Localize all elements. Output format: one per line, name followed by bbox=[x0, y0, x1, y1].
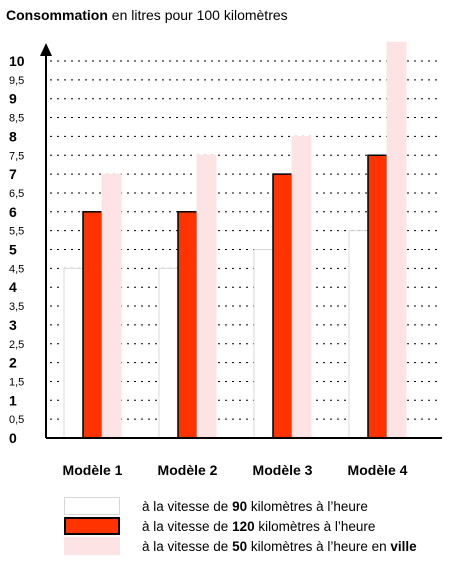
y-tick-label: 2 bbox=[9, 355, 17, 371]
y-tick-label: 8,5 bbox=[9, 113, 24, 125]
bar bbox=[101, 173, 122, 439]
legend-label-50: à la vitesse de 50 kilomètres à l’heure … bbox=[142, 539, 417, 554]
y-tick-label: 6 bbox=[9, 204, 17, 220]
x-category-label: Modèle 2 bbox=[158, 462, 218, 478]
bar bbox=[367, 154, 388, 439]
y-tick-label: 4 bbox=[9, 279, 17, 295]
y-tick-label: 8 bbox=[9, 128, 17, 144]
legend-item-90: à la vitesse de 90 kilomètres à l’heure bbox=[64, 497, 464, 515]
legend-label-120: à la vitesse de 120 kilomètres à l’heure bbox=[142, 519, 376, 534]
x-category-label: Modèle 1 bbox=[63, 462, 123, 478]
y-axis-arrow-icon bbox=[40, 43, 52, 56]
y-tick-label: 7 bbox=[9, 166, 17, 182]
bar bbox=[291, 135, 312, 439]
legend-swatch-90 bbox=[64, 497, 120, 515]
y-tick-label: 7,5 bbox=[9, 150, 24, 162]
legend-label-90: à la vitesse de 90 kilomètres à l’heure bbox=[142, 499, 368, 514]
x-category-label: Modèle 4 bbox=[348, 462, 408, 478]
chart-title-rest: en litres pour 100 kilomètres bbox=[107, 7, 288, 23]
y-tick-label: 1,5 bbox=[9, 376, 24, 388]
bar bbox=[158, 267, 179, 439]
bar-chart: 0 0,5 1 1,5 2 2,5 3 3,5 4 4,5 5 5,5 6 6,5 7 7,5 8 8,5 9 9,5… bbox=[9, 41, 442, 478]
chart-title-bold: Consommation bbox=[6, 7, 108, 23]
y-tick-label: 5,5 bbox=[9, 226, 24, 238]
bar bbox=[348, 230, 369, 439]
bar bbox=[63, 267, 84, 439]
y-tick-label: 2,5 bbox=[9, 339, 24, 351]
y-tick-label: 1 bbox=[9, 392, 17, 408]
y-tick-label: 5 bbox=[9, 242, 17, 258]
legend-swatch-120 bbox=[64, 517, 120, 535]
chart-title: Consommation en litres pour 100 kilomètr… bbox=[6, 7, 288, 23]
bar bbox=[253, 249, 274, 439]
y-tick-label: 10 bbox=[9, 53, 25, 69]
y-tick-label: 9 bbox=[9, 91, 17, 107]
y-tick-label: 0 bbox=[9, 430, 17, 446]
x-category-label: Modèle 3 bbox=[253, 462, 313, 478]
bar bbox=[177, 211, 198, 439]
y-tick-label: 6,5 bbox=[9, 188, 24, 200]
y-tick-label: 3,5 bbox=[9, 301, 24, 313]
bar bbox=[272, 173, 293, 439]
bar bbox=[196, 154, 217, 439]
legend-swatch-50 bbox=[64, 537, 120, 555]
y-tick-label: 4,5 bbox=[9, 263, 24, 275]
legend-item-120: à la vitesse de 120 kilomètres à l’heure bbox=[64, 517, 464, 535]
bar bbox=[386, 41, 407, 439]
y-tick-label: 0,5 bbox=[9, 414, 24, 426]
y-tick-label: 3 bbox=[9, 317, 17, 333]
bar bbox=[82, 211, 103, 439]
y-tick-label: 9,5 bbox=[9, 75, 24, 87]
legend-item-50: à la vitesse de 50 kilomètres à l’heure … bbox=[64, 537, 464, 555]
